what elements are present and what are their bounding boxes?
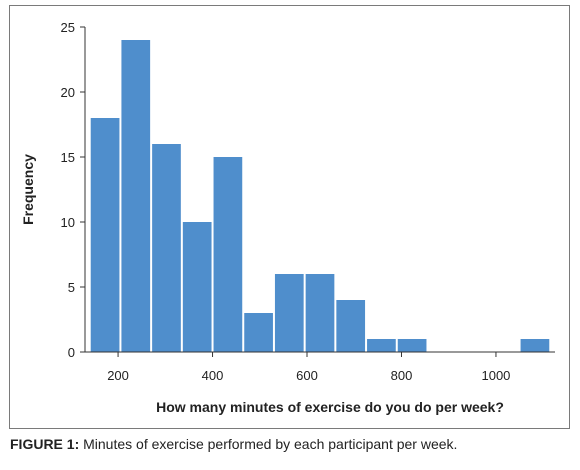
- y-axis-ticks: 0 5 10 15 20 25: [61, 20, 85, 360]
- histogram-chart: 0 5 10 15 20 25 200 400 600 800 1000 Frequency Ho…: [20, 20, 555, 415]
- x-axis-label: How many minutes of exercise do you do p…: [156, 399, 504, 415]
- histogram-bar-8: [305, 274, 335, 352]
- caption-label: FIGURE 1:: [10, 436, 80, 452]
- histogram-bar-9: [336, 300, 366, 352]
- x-axis-ticks: 200 400 600 800 1000: [107, 352, 510, 383]
- histogram-bar-5: [213, 157, 243, 352]
- bars-group: [90, 40, 550, 352]
- y-tick-label-10: 10: [61, 215, 75, 230]
- y-tick-label-5: 5: [68, 280, 75, 295]
- x-tick-label-1000: 1000: [481, 368, 510, 383]
- x-tick-label-200: 200: [107, 368, 129, 383]
- x-tick-label-800: 800: [391, 368, 413, 383]
- y-tick-label-15: 15: [61, 150, 75, 165]
- histogram-bar-1: [90, 118, 120, 352]
- y-tick-label-20: 20: [61, 85, 75, 100]
- figure-caption: FIGURE 1: Minutes of exercise performed …: [10, 436, 570, 452]
- y-tick-label-0: 0: [68, 345, 75, 360]
- histogram-bar-2: [121, 40, 151, 352]
- x-tick-label-400: 400: [202, 368, 224, 383]
- histogram-bar-3: [152, 144, 181, 352]
- histogram-bar-7: [274, 274, 304, 352]
- caption-text: Minutes of exercise performed by each pa…: [79, 436, 458, 452]
- histogram-bar-15: [520, 339, 550, 352]
- histogram-bar-4: [182, 222, 212, 352]
- x-tick-label-600: 600: [296, 368, 318, 383]
- histogram-bar-10: [367, 339, 396, 352]
- histogram-bar-6: [244, 313, 273, 352]
- y-axis-label: Frequency: [20, 154, 36, 225]
- y-tick-label-25: 25: [61, 20, 75, 35]
- histogram-bar-11: [397, 339, 427, 352]
